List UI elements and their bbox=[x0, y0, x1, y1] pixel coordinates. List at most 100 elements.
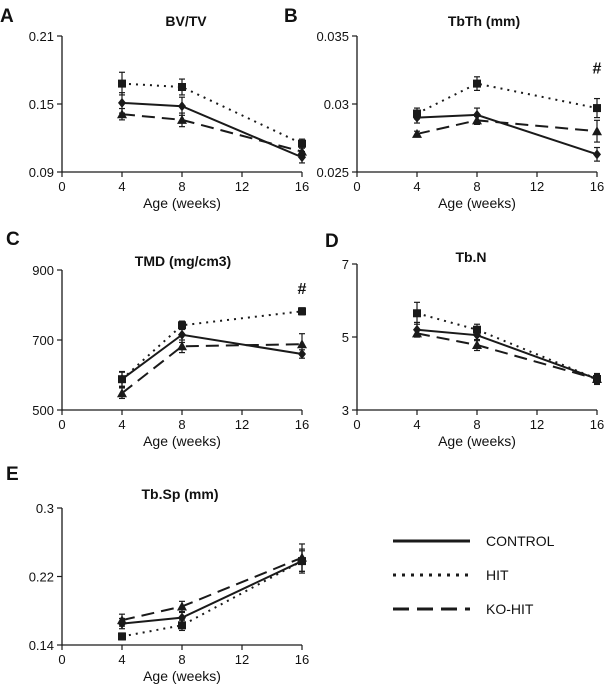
x-axis-label: Age (weeks) bbox=[143, 668, 221, 684]
legend-item-control: CONTROL bbox=[393, 533, 555, 549]
panel-b: B TbTh (mm) 0.025 0.03 0.035 0 4 8 12 16 Age (week… bbox=[284, 6, 604, 211]
y-tick-label: 7 bbox=[342, 257, 349, 272]
y-tick-label: 900 bbox=[32, 263, 54, 278]
chart-panels: A BV/TV 0.09 0.15 0.21 0 4 8 12 16 Age (weeks) B TbT… bbox=[0, 6, 604, 684]
data-point bbox=[117, 109, 127, 119]
x-tick-label: 0 bbox=[58, 417, 65, 432]
data-point bbox=[413, 109, 421, 118]
data-point bbox=[177, 341, 187, 351]
data-point bbox=[118, 79, 126, 88]
y-tick-label: 0.22 bbox=[29, 570, 54, 585]
x-tick-label: 0 bbox=[353, 179, 360, 194]
legend-item-ko-hit: KO-HIT bbox=[393, 601, 534, 617]
data-point bbox=[472, 115, 482, 125]
data-point bbox=[413, 309, 421, 318]
data-point bbox=[298, 307, 306, 316]
data-point bbox=[178, 329, 186, 340]
x-tick-label: 16 bbox=[590, 179, 604, 194]
y-tick-label: 5 bbox=[342, 330, 349, 345]
x-tick-label: 16 bbox=[590, 417, 604, 432]
x-tick-label: 16 bbox=[295, 417, 309, 432]
data-point bbox=[178, 101, 186, 112]
y-tick-label: 0.14 bbox=[29, 638, 54, 653]
series-ko-hit bbox=[117, 543, 307, 627]
legend-label: KO-HIT bbox=[486, 601, 534, 617]
data-point bbox=[473, 109, 481, 120]
data-point bbox=[297, 339, 307, 349]
panel-title: Tb.N bbox=[455, 249, 486, 265]
series-hit bbox=[413, 76, 601, 120]
series-ko-hit bbox=[412, 328, 602, 384]
data-point bbox=[412, 328, 422, 338]
x-tick-label: 4 bbox=[413, 417, 420, 432]
y-tick-label: 0.15 bbox=[29, 97, 54, 112]
series-line bbox=[121, 82, 303, 145]
data-point bbox=[473, 79, 481, 88]
data-point bbox=[592, 126, 602, 136]
x-tick-label: 12 bbox=[530, 417, 544, 432]
x-axis-label: Age (weeks) bbox=[143, 433, 221, 449]
x-tick-label: 16 bbox=[295, 652, 309, 667]
x-tick-label: 8 bbox=[178, 179, 185, 194]
data-point bbox=[118, 632, 126, 641]
legend-item-hit: HIT bbox=[393, 567, 509, 583]
x-axis-label: Age (weeks) bbox=[143, 195, 221, 211]
data-point bbox=[178, 621, 186, 630]
data-point bbox=[592, 373, 602, 383]
data-point bbox=[117, 388, 127, 398]
x-tick-label: 16 bbox=[295, 179, 309, 194]
series-line bbox=[121, 343, 303, 394]
panel-e: E Tb.Sp (mm) 0.14 0.22 0.3 0 4 8 12 16 Age (weeks) bbox=[6, 464, 309, 684]
x-tick-label: 4 bbox=[118, 652, 125, 667]
x-tick-label: 8 bbox=[473, 179, 480, 194]
x-tick-label: 0 bbox=[58, 179, 65, 194]
series-ko-hit bbox=[117, 107, 307, 157]
panel-title: BV/TV bbox=[165, 13, 207, 29]
data-point bbox=[593, 149, 601, 160]
x-tick-label: 8 bbox=[473, 417, 480, 432]
x-tick-label: 0 bbox=[58, 652, 65, 667]
x-axis-label: Age (weeks) bbox=[438, 195, 516, 211]
data-point bbox=[297, 146, 307, 156]
y-tick-label: 0.3 bbox=[36, 501, 54, 516]
x-tick-label: 4 bbox=[413, 179, 420, 194]
data-point bbox=[117, 615, 127, 625]
panel-letter: B bbox=[284, 6, 298, 27]
series-ko-hit bbox=[412, 115, 602, 143]
y-tick-label: 0.03 bbox=[324, 97, 349, 112]
panel-title: TMD (mg/cm3) bbox=[135, 253, 231, 269]
x-tick-label: 12 bbox=[235, 417, 249, 432]
y-tick-label: 0.035 bbox=[316, 29, 349, 44]
data-point bbox=[472, 340, 482, 350]
x-tick-label: 0 bbox=[353, 417, 360, 432]
series-hit bbox=[118, 71, 306, 149]
data-point bbox=[118, 97, 126, 108]
panel-d: D Tb.N 3 5 7 0 4 8 12 16 Age (weeks) bbox=[325, 231, 604, 449]
y-tick-label: 0.09 bbox=[29, 165, 54, 180]
data-point bbox=[177, 601, 187, 611]
x-tick-label: 4 bbox=[118, 179, 125, 194]
panel-c: C TMD (mg/cm3) 500 700 900 0 4 8 12 16 Age (weeks)… bbox=[6, 229, 309, 449]
data-point bbox=[178, 321, 186, 330]
data-point bbox=[298, 139, 306, 148]
series-ko-hit bbox=[117, 333, 307, 400]
x-tick-label: 4 bbox=[118, 417, 125, 432]
data-point bbox=[118, 375, 126, 384]
panel-a: A BV/TV 0.09 0.15 0.21 0 4 8 12 16 Age (weeks) bbox=[0, 6, 309, 211]
data-point bbox=[593, 104, 601, 113]
data-point bbox=[297, 552, 307, 562]
series-hit bbox=[118, 307, 306, 388]
panel-letter: A bbox=[0, 6, 14, 27]
data-point bbox=[177, 114, 187, 124]
x-tick-label: 8 bbox=[178, 417, 185, 432]
panel-title: TbTh (mm) bbox=[448, 13, 520, 29]
x-tick-label: 8 bbox=[178, 652, 185, 667]
y-tick-label: 3 bbox=[342, 403, 349, 418]
series-line bbox=[416, 82, 598, 115]
legend-label: CONTROL bbox=[486, 533, 555, 549]
legend-label: HIT bbox=[486, 567, 509, 583]
significance-mark: # bbox=[593, 60, 602, 77]
significance-mark: # bbox=[298, 281, 307, 298]
panel-title: Tb.Sp (mm) bbox=[142, 486, 219, 502]
legend: CONTROL HIT KO-HIT bbox=[393, 533, 555, 617]
